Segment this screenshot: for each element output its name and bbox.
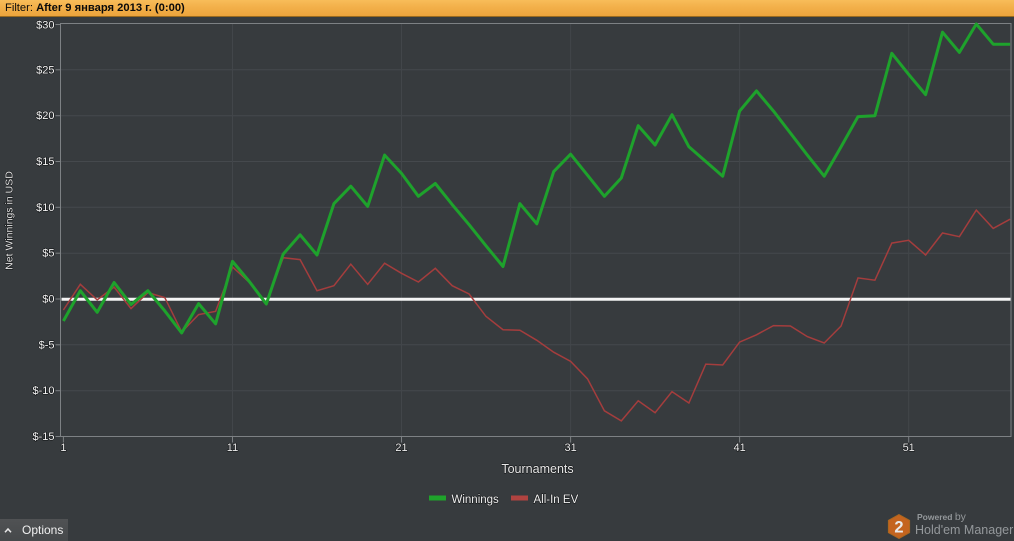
svg-text:31: 31 <box>564 442 576 454</box>
svg-text:21: 21 <box>395 442 407 454</box>
svg-text:$20: $20 <box>36 110 54 122</box>
svg-text:Tournaments: Tournaments <box>501 462 573 476</box>
svg-text:$-15: $-15 <box>32 431 54 443</box>
svg-text:$25: $25 <box>36 64 54 76</box>
svg-text:11: 11 <box>227 442 238 454</box>
svg-text:$-10: $-10 <box>32 385 54 397</box>
svg-text:Winnings: Winnings <box>452 494 500 506</box>
svg-text:Net Winnings in USD: Net Winnings in USD <box>4 171 16 270</box>
svg-text:$-5: $-5 <box>39 339 55 351</box>
svg-text:$10: $10 <box>36 202 54 214</box>
svg-text:All-In EV: All-In EV <box>534 494 579 506</box>
svg-text:$15: $15 <box>36 156 54 168</box>
svg-text:$5: $5 <box>42 248 54 260</box>
svg-text:1: 1 <box>60 442 66 454</box>
svg-text:$0: $0 <box>42 294 54 306</box>
svg-text:2: 2 <box>894 518 903 536</box>
svg-text:$30: $30 <box>36 19 54 31</box>
svg-text:41: 41 <box>733 442 745 454</box>
svg-text:51: 51 <box>903 442 915 454</box>
